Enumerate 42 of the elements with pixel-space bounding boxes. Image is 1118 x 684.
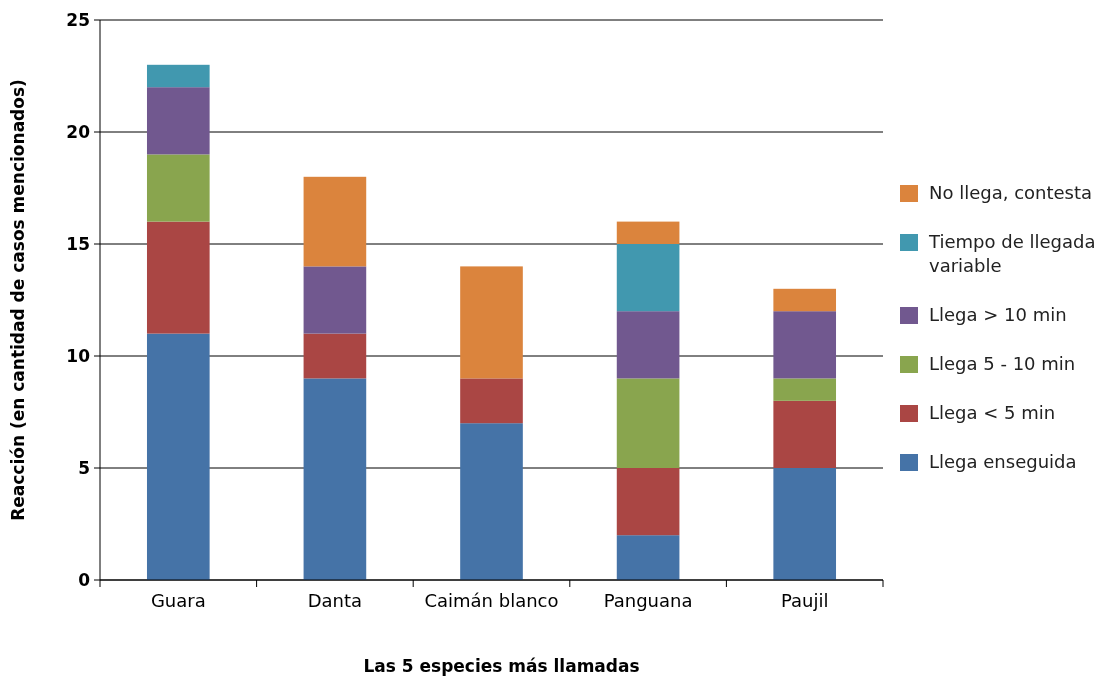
y-tick-label: 15	[66, 233, 90, 254]
bar	[460, 423, 523, 580]
x-tick-label: Paujil	[780, 590, 829, 611]
legend-label: Llega > 10 min	[929, 304, 1067, 325]
bar	[773, 378, 837, 401]
bar	[773, 288, 837, 312]
bar	[460, 378, 523, 424]
y-tick-label: 10	[66, 345, 91, 366]
y-tick-label: 0	[78, 569, 91, 590]
y-axis-title: Reacción (en cantidad de casos mencionados)	[8, 79, 28, 521]
legend-label: Llega < 5 min	[929, 402, 1056, 423]
bar	[616, 535, 680, 580]
bar	[146, 154, 210, 222]
legend-label: Llega 5 - 10 min	[929, 353, 1076, 374]
x-tick-label: Caimán blanco	[424, 590, 559, 611]
bar	[303, 266, 367, 334]
bar	[616, 311, 680, 379]
bar	[146, 221, 210, 334]
bar	[303, 176, 367, 267]
x-tick-label: Panguana	[603, 590, 693, 611]
legend-label: Llega enseguida	[929, 451, 1077, 472]
bar	[146, 87, 210, 155]
x-tick-label: Danta	[307, 590, 363, 611]
bar	[303, 378, 367, 580]
x-axis-title: Las 5 especies más llamadas	[363, 656, 640, 676]
legend-label: Tiempo de llegada variable	[928, 231, 1096, 276]
bar	[616, 244, 680, 312]
bar	[616, 378, 680, 468]
bar	[773, 400, 837, 468]
y-tick-label: 5	[78, 457, 90, 478]
bar	[616, 468, 680, 536]
legend-label: No llega, contesta	[929, 182, 1093, 203]
x-tick-label: Guara	[150, 590, 206, 611]
y-tick-label: 20	[66, 121, 91, 142]
bar	[303, 333, 367, 379]
bar	[616, 221, 680, 244]
bar	[460, 266, 523, 379]
bar	[146, 333, 210, 580]
bar	[773, 468, 837, 580]
y-tick-label: 25	[66, 9, 90, 30]
bar	[773, 311, 837, 379]
bar	[146, 64, 210, 88]
